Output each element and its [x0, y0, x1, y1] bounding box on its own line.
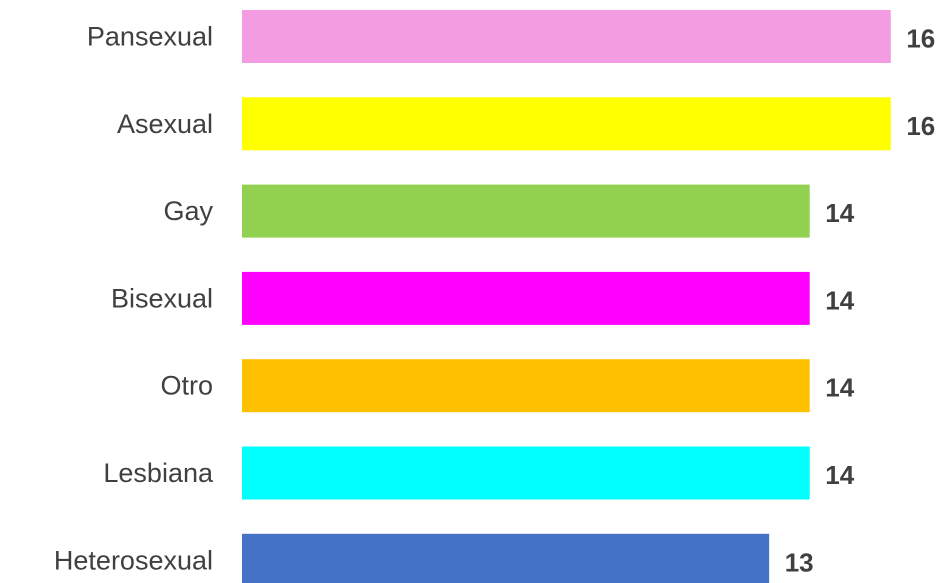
- category-label-asexual: Asexual: [117, 109, 213, 139]
- bar-pansexual: [242, 10, 891, 63]
- category-label-otro: Otro: [160, 371, 213, 401]
- bars-layer: [242, 10, 891, 583]
- category-labels: Pansexual Asexual Gay Bisexual Otro Lesbiana H…: [54, 22, 214, 576]
- bar-asexual: [242, 97, 891, 151]
- category-label-heterosexual: Heterosexual: [54, 545, 213, 575]
- category-label-lesbiana: Lesbiana: [103, 458, 214, 488]
- category-label-bisexual: Bisexual: [111, 283, 213, 313]
- value-label-lesbiana: 14: [825, 460, 854, 490]
- bar-heterosexual: [242, 533, 770, 583]
- value-label-gay: 14: [825, 198, 854, 228]
- value-label-bisexual: 14: [825, 285, 854, 315]
- value-label-heterosexual: 13: [785, 547, 814, 577]
- bar-bisexual: [242, 271, 810, 325]
- bar-gay: [242, 184, 810, 238]
- value-labels: 16 16 14 14 14 14 13: [785, 24, 936, 578]
- value-label-otro: 14: [825, 373, 854, 403]
- value-label-pansexual: 16: [906, 24, 935, 54]
- category-label-gay: Gay: [163, 196, 213, 226]
- bar-otro: [242, 359, 810, 413]
- category-label-pansexual: Pansexual: [87, 22, 213, 52]
- bar-lesbiana: [242, 446, 810, 500]
- value-label-asexual: 16: [906, 111, 935, 141]
